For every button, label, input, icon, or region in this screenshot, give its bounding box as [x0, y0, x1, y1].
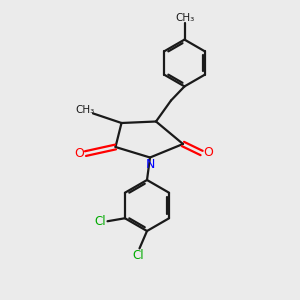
Text: N: N: [145, 158, 155, 172]
Text: Cl: Cl: [94, 215, 106, 228]
Text: O: O: [74, 147, 84, 160]
Text: Cl: Cl: [132, 249, 144, 262]
Text: CH₃: CH₃: [175, 13, 194, 23]
Text: CH₃: CH₃: [76, 105, 95, 115]
Text: O: O: [203, 146, 213, 160]
